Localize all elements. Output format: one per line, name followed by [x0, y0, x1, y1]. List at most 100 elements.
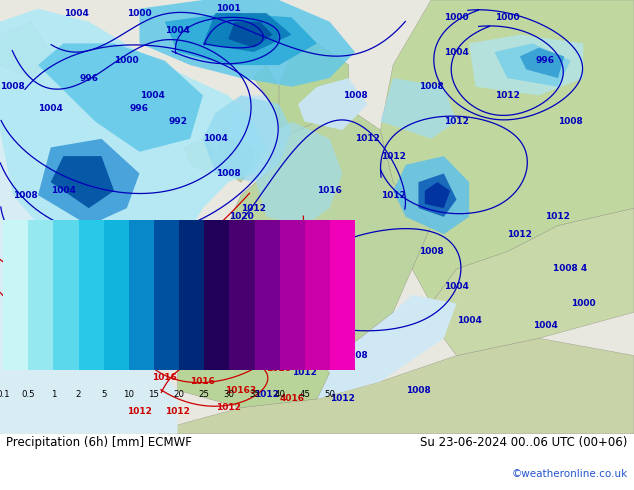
Text: 5: 5	[101, 391, 107, 399]
Bar	[129, 220, 154, 370]
Text: 1012: 1012	[495, 91, 520, 100]
Text: 35: 35	[249, 391, 260, 399]
Text: 10163: 10163	[225, 386, 257, 395]
Text: 1024: 1024	[165, 343, 190, 351]
Bar	[179, 220, 204, 370]
Text: 1008: 1008	[558, 117, 583, 126]
Text: 1008: 1008	[216, 169, 241, 178]
Polygon shape	[418, 173, 456, 217]
Polygon shape	[178, 330, 330, 408]
Bar	[305, 220, 330, 370]
Text: 1016: 1016	[13, 265, 38, 273]
Bar	[53, 220, 79, 370]
Polygon shape	[38, 139, 139, 225]
Text: 1001: 1001	[216, 4, 241, 13]
Text: 1004: 1004	[51, 186, 76, 196]
Text: 1024: 1024	[89, 308, 114, 317]
Polygon shape	[165, 13, 317, 65]
Text: 1012: 1012	[380, 191, 406, 199]
Text: 25: 25	[198, 391, 210, 399]
Text: 10: 10	[124, 391, 134, 399]
Bar	[204, 220, 230, 370]
Text: 1004: 1004	[444, 48, 469, 56]
Text: 4016: 4016	[279, 394, 304, 403]
Polygon shape	[0, 22, 51, 78]
Polygon shape	[241, 295, 456, 399]
Text: 1016: 1016	[51, 265, 76, 273]
Text: 996: 996	[79, 74, 98, 82]
Text: 20: 20	[174, 391, 184, 399]
Text: 1008 4: 1008 4	[553, 265, 588, 273]
Bar	[104, 220, 129, 370]
Text: 996: 996	[536, 56, 555, 65]
Polygon shape	[279, 44, 349, 139]
Text: 1008: 1008	[13, 191, 38, 199]
Polygon shape	[0, 78, 178, 434]
Text: 1012: 1012	[127, 408, 152, 416]
Bar	[230, 220, 254, 370]
Text: 1004: 1004	[165, 26, 190, 35]
Text: 1008: 1008	[0, 82, 25, 91]
Polygon shape	[254, 65, 279, 122]
Text: 0.1: 0.1	[0, 391, 10, 399]
Text: 1012: 1012	[355, 134, 380, 143]
Text: 1012: 1012	[507, 230, 533, 239]
Polygon shape	[380, 0, 634, 304]
Text: 30: 30	[224, 391, 235, 399]
Text: 1004: 1004	[203, 134, 228, 143]
Text: 1012: 1012	[216, 403, 241, 412]
Text: 996: 996	[130, 104, 149, 113]
Text: 1: 1	[51, 391, 56, 399]
Bar	[330, 220, 355, 370]
Polygon shape	[495, 44, 571, 87]
Text: 1004: 1004	[63, 8, 89, 18]
Bar	[154, 220, 179, 370]
Text: 1008: 1008	[342, 351, 368, 360]
Polygon shape	[228, 22, 273, 48]
Text: 1012: 1012	[254, 390, 279, 399]
Text: 1008: 1008	[418, 247, 444, 256]
Polygon shape	[51, 156, 114, 208]
Bar	[254, 220, 280, 370]
Polygon shape	[425, 182, 450, 208]
Text: 1000: 1000	[444, 13, 469, 22]
Text: 1004: 1004	[139, 91, 165, 100]
Text: 50: 50	[325, 391, 335, 399]
Text: 2: 2	[76, 391, 81, 399]
Text: 1016: 1016	[279, 221, 304, 230]
Bar	[3, 220, 29, 370]
Text: 1008: 1008	[406, 386, 431, 395]
Text: 1016: 1016	[190, 377, 216, 386]
Text: 1016: 1016	[317, 186, 342, 196]
Text: 1016: 1016	[330, 325, 355, 334]
Polygon shape	[158, 338, 634, 434]
Text: 45: 45	[299, 391, 310, 399]
Polygon shape	[393, 156, 469, 234]
Text: 1020: 1020	[228, 212, 254, 221]
Text: 0.5: 0.5	[22, 391, 35, 399]
Text: 1004: 1004	[533, 321, 558, 330]
Text: 1012: 1012	[241, 204, 266, 213]
Text: 15: 15	[148, 391, 160, 399]
Text: 1008: 1008	[418, 82, 444, 91]
Text: 1020: 1020	[279, 265, 304, 273]
Text: 1012: 1012	[13, 230, 38, 239]
Text: 1000: 1000	[571, 299, 595, 308]
Text: 1020: 1020	[216, 299, 241, 308]
Text: 1029: 1029	[304, 299, 330, 308]
Text: 1016: 1016	[304, 351, 330, 360]
Polygon shape	[469, 35, 583, 96]
Text: 992: 992	[168, 117, 187, 126]
Polygon shape	[298, 78, 368, 130]
Polygon shape	[216, 113, 254, 182]
Text: 1004: 1004	[38, 104, 63, 113]
Polygon shape	[184, 139, 216, 173]
Polygon shape	[139, 0, 355, 87]
Text: 1000: 1000	[127, 8, 152, 18]
Polygon shape	[222, 108, 431, 356]
Text: 1004: 1004	[444, 282, 469, 291]
Polygon shape	[380, 78, 456, 139]
Text: 1012: 1012	[444, 117, 469, 126]
Text: ©weatheronline.co.uk: ©weatheronline.co.uk	[512, 469, 628, 479]
Text: 1016: 1016	[152, 373, 178, 382]
